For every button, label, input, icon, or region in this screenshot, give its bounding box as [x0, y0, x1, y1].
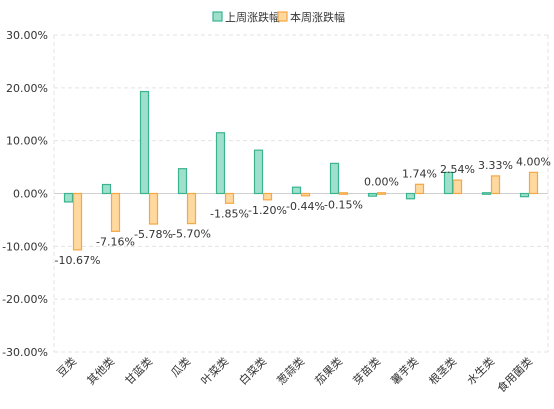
last-week-bar: [291, 186, 302, 195]
data-label: -5.70%: [172, 228, 211, 241]
data-label: -1.85%: [210, 207, 249, 220]
y-tick-label: -10.00%: [2, 240, 48, 253]
this-week-bar: [300, 192, 311, 197]
this-week-bar: [490, 175, 501, 195]
legend-label-last-week: 上周涨跌幅: [225, 10, 280, 24]
legend-label-this-week: 本周涨跌幅: [290, 10, 345, 24]
data-label: -1.20%: [248, 204, 287, 217]
bars: [63, 90, 539, 251]
data-label: -0.44%: [286, 200, 325, 213]
this-week-bar: [186, 192, 197, 225]
last-week-bar: [443, 171, 454, 195]
y-tick-label: 0.00%: [13, 188, 48, 201]
last-week-bar: [139, 90, 150, 195]
data-label: -7.16%: [96, 235, 135, 248]
x-tick-label: 瓜类: [168, 354, 193, 379]
this-week-bar: [414, 183, 425, 195]
last-week-bar: [253, 149, 264, 195]
this-week-bar: [452, 179, 463, 195]
y-axis: 30.00% 20.00% 10.00% 0.00% -10.00% -20.00% -30…: [2, 29, 48, 359]
last-week-bar: [101, 183, 112, 195]
legend-swatch-this-week: [277, 11, 288, 22]
y-tick-label: -20.00%: [2, 293, 48, 306]
data-label: 4.00%: [516, 155, 551, 168]
last-week-bar: [481, 192, 492, 195]
y-tick-label: 20.00%: [6, 82, 48, 95]
x-tick-label: 葱蒜类: [274, 354, 307, 387]
x-tick-label: 根茎类: [426, 354, 459, 387]
data-label: -0.15%: [324, 198, 363, 211]
last-week-bar: [177, 168, 188, 195]
last-week-bar: [405, 192, 416, 200]
this-week-bar: [338, 192, 349, 195]
y-tick-label: 30.00%: [6, 29, 48, 42]
data-label: 3.33%: [478, 159, 513, 172]
x-tick-label: 白菜类: [236, 354, 269, 387]
x-tick-label: 水生类: [464, 354, 497, 387]
this-week-bar: [262, 192, 273, 201]
x-tick-label: 食用菌类: [494, 354, 535, 395]
x-tick-label: 甘蓝类: [122, 354, 155, 387]
this-week-bar: [148, 192, 159, 225]
last-week-bar: [329, 162, 340, 195]
this-week-bar: [528, 171, 539, 195]
data-labels: -10.67%-7.16%-5.78% -5.70%-1.85% -1.20% -0.…: [55, 155, 551, 267]
this-week-bar: [376, 192, 387, 195]
x-tick-label: 豆类: [54, 354, 79, 379]
y-tick-label: 10.00%: [6, 135, 48, 148]
data-label: 2.54%: [440, 163, 475, 176]
legend-swatch-last-week: [212, 11, 223, 22]
x-tick-label: 其他类: [84, 354, 117, 387]
last-week-bar: [519, 192, 530, 198]
last-week-bar: [63, 192, 74, 203]
this-week-bar: [110, 192, 121, 232]
x-tick-label: 芽苗类: [350, 354, 383, 387]
data-label: -10.67%: [55, 254, 101, 267]
last-week-bar: [367, 192, 378, 197]
x-tick-label: 茄果类: [312, 354, 345, 387]
x-tick-label: 叶菜类: [198, 354, 231, 387]
data-label: -5.78%: [134, 228, 173, 241]
this-week-bar: [224, 192, 235, 204]
last-week-bar: [215, 132, 226, 195]
this-week-bar: [72, 192, 83, 251]
data-label: 0.00%: [364, 176, 399, 189]
y-tick-label: -30.00%: [2, 346, 48, 359]
legend: 上周涨跌幅 本周涨跌幅: [212, 10, 345, 24]
data-label: 1.74%: [402, 167, 437, 180]
x-tick-label: 薯芋类: [388, 354, 421, 387]
